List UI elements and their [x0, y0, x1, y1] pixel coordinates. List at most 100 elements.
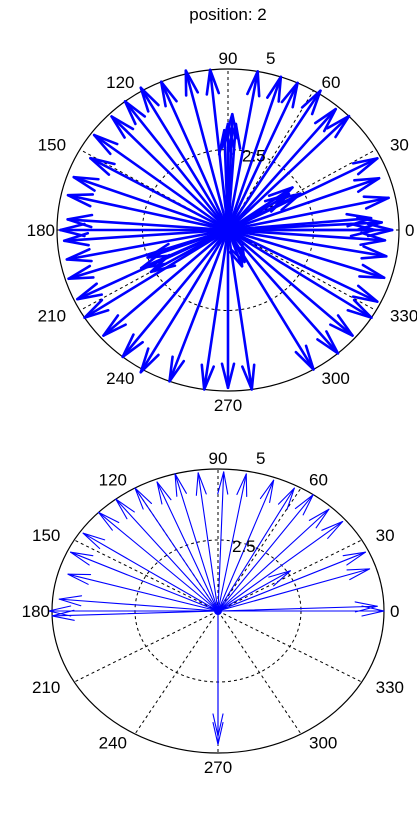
compass-arrow [110, 115, 230, 232]
compass-arrow [66, 193, 230, 232]
compass-arrow [92, 133, 230, 232]
compass-arrow [184, 69, 230, 232]
compass-arrow [226, 228, 379, 303]
compass-arrow [72, 175, 230, 232]
compass-arrow [200, 228, 230, 391]
angle-tick-label: 270 [214, 396, 242, 415]
compass-arrow [195, 472, 219, 612]
compass-arrow [123, 100, 230, 232]
arrow-layer [48, 471, 385, 746]
compass-arrow [48, 605, 219, 617]
compass-arrow [121, 228, 230, 359]
angle-spoke [217, 610, 362, 683]
compass-arrow [226, 75, 283, 232]
angle-tick-label: 300 [322, 369, 350, 388]
compass-arrow [226, 107, 338, 232]
angle-tick-label: 60 [309, 470, 328, 489]
compass-arrow [217, 487, 295, 612]
compass-arrow [115, 498, 219, 612]
compass-arrow [217, 601, 378, 613]
angle-tick-label: 210 [38, 307, 66, 326]
compass-arrow [226, 89, 322, 232]
compass-arrow [217, 494, 314, 612]
radius-tick-label: 2.5 [242, 147, 266, 166]
center-hub [223, 225, 233, 235]
compass-arrow [58, 595, 219, 612]
compass-arrow [217, 471, 229, 612]
compass-arrow [139, 86, 230, 232]
polar-plot-top: 2.5 5 0 30 60 90 120 150 180 210 240 270 300 330 [27, 49, 417, 415]
compass-arrow [226, 212, 373, 232]
compass-arrow [220, 228, 236, 390]
center-hub [214, 607, 222, 615]
compass-arrow [226, 114, 351, 232]
compass-arrow [226, 70, 261, 232]
compass-arrow [226, 81, 299, 232]
angle-tick-label: 90 [219, 49, 238, 68]
angle-tick-label: 240 [99, 734, 127, 753]
angle-tick-label: 120 [99, 470, 127, 489]
compass-arrow [67, 228, 230, 281]
angle-spoke [217, 610, 302, 735]
compass-arrow [76, 228, 230, 301]
angle-tick-label: 0 [405, 221, 414, 240]
compass-arrow [217, 568, 371, 612]
compass-arrow [62, 228, 230, 247]
figure-title: position: 2 [189, 5, 267, 24]
compass-arrow [217, 479, 275, 612]
compass-arrow [65, 228, 230, 263]
angle-tick-label: 330 [376, 678, 404, 697]
angle-spoke [227, 149, 377, 231]
compass-arrow [226, 228, 387, 247]
radius-tick-label: 5 [266, 49, 275, 68]
angle-tick-label: 180 [22, 602, 50, 621]
compass-arrow [174, 473, 219, 612]
compass-arrow [159, 80, 230, 232]
compass-arrow [205, 68, 230, 232]
angle-tick-label: 30 [376, 526, 395, 545]
compass-arrow [67, 573, 219, 612]
compass-arrow [98, 511, 219, 612]
compass-arrow [82, 532, 219, 612]
compass-arrow [226, 228, 315, 371]
angle-spoke [74, 539, 219, 612]
angle-tick-label: 330 [390, 307, 417, 326]
compass-arrow [217, 551, 366, 612]
angle-spoke [134, 610, 219, 735]
angle-spoke [217, 539, 362, 612]
angle-tick-label: 0 [390, 602, 399, 621]
compass-arrow [226, 195, 390, 232]
angle-spoke [227, 229, 377, 311]
compass-arrow [83, 228, 230, 319]
compass-arrow [217, 570, 291, 612]
compass-arrow [217, 520, 344, 612]
angle-tick-label: 60 [322, 73, 341, 92]
compass-arrow [168, 228, 230, 383]
compass-arrow [226, 176, 381, 232]
angle-tick-label: 30 [390, 136, 409, 155]
angle-tick-label: 180 [27, 221, 55, 240]
angle-tick-label: 240 [106, 369, 134, 388]
angle-tick-label: 210 [32, 678, 60, 697]
compass-arrow [217, 605, 385, 617]
polar-plot-bottom: 2.5 5 0 30 60 90 120 150 180 210 240 270 300 330 [22, 449, 404, 777]
arrow-layer [59, 68, 394, 391]
compass-arrow [70, 551, 219, 612]
compass-arrow [226, 186, 294, 232]
compass-arrow [226, 222, 394, 238]
compass-arrow [217, 473, 248, 612]
compass-arrow [89, 156, 230, 232]
compass-arrow [156, 481, 219, 612]
compass-arrow [134, 487, 219, 612]
compass-arrow [226, 228, 386, 280]
radius-tick-label: 5 [256, 449, 265, 468]
compass-arrow [139, 228, 230, 374]
compass-arrow [217, 508, 330, 612]
compass-arrow [226, 228, 340, 355]
angle-tick-label: 120 [106, 73, 134, 92]
angle-spoke [74, 610, 219, 683]
compass-arrow [226, 228, 256, 391]
angle-tick-label: 90 [209, 449, 228, 468]
compass-arrow [59, 222, 230, 238]
compass-arrow [226, 228, 354, 337]
